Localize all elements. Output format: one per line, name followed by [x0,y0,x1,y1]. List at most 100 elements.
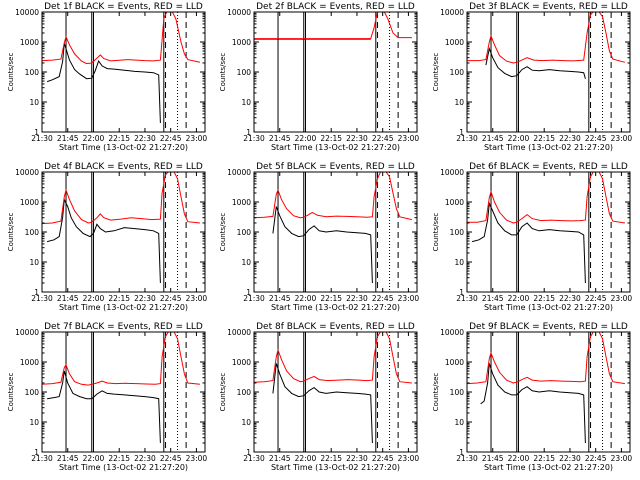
y-tick-label: 1000 [20,198,39,207]
x-tick-label: 22:15 [320,454,342,463]
y-tick-label: 10000 [440,328,464,337]
x-tick-label: 22:15 [533,454,555,463]
x-tick-label: 23:00 [186,134,208,143]
x-tick-label: 22:45 [585,134,607,143]
lld-series-line [254,12,412,40]
x-axis-label: Start Time (13-Oct-02 21:27:20) [59,143,188,152]
y-tick-label: 1 [246,448,251,457]
x-tick-label: 22:45 [585,294,607,303]
x-tick-label: 21:30 [243,134,265,143]
chart-panel: 21:30 21:45 22:00 22:15 22:30 22:45 23:00 1 10 10… [7,2,207,152]
y-axis-label: Counts/sec [432,213,440,252]
y-tick-label: 1 [34,448,39,457]
y-tick-label: 10000 [227,8,251,17]
x-tick-label: 22:00 [508,454,530,463]
chart-panel: 21:30 21:45 22:00 22:15 22:30 22:45 23:00 1 10 10… [7,322,207,472]
x-axis-label: Start Time (13-Oct-02 21:27:20) [59,303,188,312]
plot-content [42,172,200,292]
events-series-line [485,46,586,79]
y-tick-label: 10000 [15,328,39,337]
y-tick-label: 10 [29,258,39,267]
x-tick-label: 22:30 [559,294,581,303]
plot-content [467,332,625,452]
x-tick-label: 22:00 [508,134,530,143]
x-tick-label: 21:30 [456,294,478,303]
x-tick-label: 22:15 [533,134,555,143]
y-axis-label: Counts/sec [219,213,227,252]
y-tick-label: 10 [241,98,251,107]
x-tick-label: 22:45 [372,134,394,143]
y-tick-label: 1000 [445,38,464,47]
x-tick-label: 21:45 [482,454,504,463]
y-axis-label: Counts/sec [7,53,15,92]
x-axis-label: Start Time (13-Oct-02 21:27:20) [59,463,188,472]
chart-title: Det 2f BLACK = Events, RED = LLD [256,2,415,12]
y-tick-label: 1000 [20,38,39,47]
x-tick-label: 21:30 [243,294,265,303]
x-axis-label: Start Time (13-Oct-02 21:27:20) [484,303,613,312]
chart-title: Det 4f BLACK = Events, RED = LLD [44,162,203,172]
x-tick-label: 21:30 [31,134,53,143]
x-tick-label: 21:45 [482,294,504,303]
x-tick-label: 22:45 [160,294,182,303]
x-tick-label: 21:45 [57,454,79,463]
events-series-line [480,363,586,444]
y-tick-label: 100 [450,388,465,397]
y-tick-label: 100 [237,388,252,397]
x-tick-label: 22:30 [134,454,156,463]
y-axis-label: Counts/sec [7,373,15,412]
y-tick-label: 10 [29,418,39,427]
lld-series-line [467,332,625,385]
chart-panel: 21:30 21:45 22:00 22:15 22:30 22:45 23:00 1 10 10… [7,162,207,312]
y-axis-label: Counts/sec [432,373,440,412]
chart-title: Det 8f BLACK = Events, RED = LLD [256,322,415,332]
chart-panel: 21:30 21:45 22:00 22:15 22:30 22:45 23:00 1 10 10… [219,2,419,152]
y-tick-label: 1000 [232,358,251,367]
x-tick-label: 21:30 [31,294,53,303]
y-tick-label: 10 [29,98,39,107]
events-series-line [272,363,373,444]
x-tick-label: 22:15 [108,294,130,303]
y-tick-label: 10000 [227,168,251,177]
y-tick-label: 1 [34,288,39,297]
x-tick-label: 21:45 [269,134,291,143]
events-series-line [47,370,161,444]
y-tick-label: 10000 [440,8,464,17]
x-tick-label: 23:00 [186,294,208,303]
chart-title: Det 3f BLACK = Events, RED = LLD [469,2,628,12]
plot-content [42,12,201,132]
plot-content [467,172,625,292]
y-tick-label: 10000 [15,8,39,17]
y-axis-label: Counts/sec [432,53,440,92]
y-axis-label: Counts/sec [219,373,227,412]
y-tick-label: 10000 [15,168,39,177]
y-tick-label: 10 [241,258,251,267]
chart-title: Det 5f BLACK = Events, RED = LLD [256,162,415,172]
chart-panel: 21:30 21:45 22:00 22:15 22:30 22:45 23:00 1 10 10… [219,162,419,312]
y-tick-label: 10 [454,418,464,427]
lld-series-line [254,172,413,221]
x-tick-label: 23:00 [611,134,633,143]
x-axis-label: Start Time (13-Oct-02 21:27:20) [271,463,400,472]
plot-content [254,172,413,292]
events-series-line [46,197,161,284]
x-tick-label: 22:45 [372,454,394,463]
y-tick-label: 1 [246,288,251,297]
chart-title: Det 9f BLACK = Events, RED = LLD [469,322,628,332]
x-tick-label: 22:45 [585,454,607,463]
y-tick-label: 100 [237,68,252,77]
plot-content [467,12,626,132]
plot-content [254,12,412,132]
x-tick-label: 22:30 [346,134,368,143]
chart-title: Det 6f BLACK = Events, RED = LLD [469,162,628,172]
x-tick-label: 22:00 [295,454,317,463]
x-tick-label: 23:00 [398,454,420,463]
y-tick-label: 100 [237,228,252,237]
x-tick-label: 23:00 [186,454,208,463]
chart-title: Det 1f BLACK = Events, RED = LLD [44,2,203,12]
y-tick-label: 100 [25,68,40,77]
x-tick-label: 23:00 [398,294,420,303]
x-tick-label: 22:45 [160,134,182,143]
events-series-line [46,43,161,124]
